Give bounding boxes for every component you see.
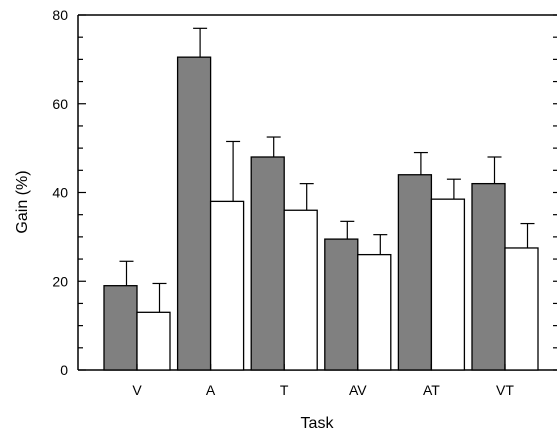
y-axis-label: Gain (%) (14, 170, 31, 233)
bar-series-1 (250, 156, 285, 371)
x-tick-label: AV (349, 382, 367, 398)
bar-series-2 (430, 198, 466, 371)
y-tick-label: 0 (60, 362, 68, 378)
x-tick-label: T (280, 382, 289, 398)
x-tick-label: VT (496, 382, 514, 398)
x-tick-label: A (206, 382, 216, 398)
bar-series-2 (504, 247, 539, 371)
y-tick-label: 20 (52, 273, 68, 289)
bar-series-2 (209, 200, 245, 371)
bar-series-2 (136, 311, 171, 371)
bar-series-1 (471, 182, 506, 371)
bar-series-1 (324, 238, 359, 371)
bar-series-2 (283, 209, 318, 371)
bar-series-1 (397, 174, 433, 371)
x-axis-label: Task (301, 415, 335, 432)
bar-series-1 (103, 285, 138, 371)
bar-series-2 (357, 253, 392, 371)
y-tick-label: 80 (52, 7, 68, 23)
y-tick-label: 60 (52, 96, 68, 112)
x-tick-label: AT (423, 382, 440, 398)
bar-series-1 (176, 56, 212, 371)
x-tick-label: V (132, 382, 142, 398)
y-tick-label: 40 (52, 185, 68, 201)
